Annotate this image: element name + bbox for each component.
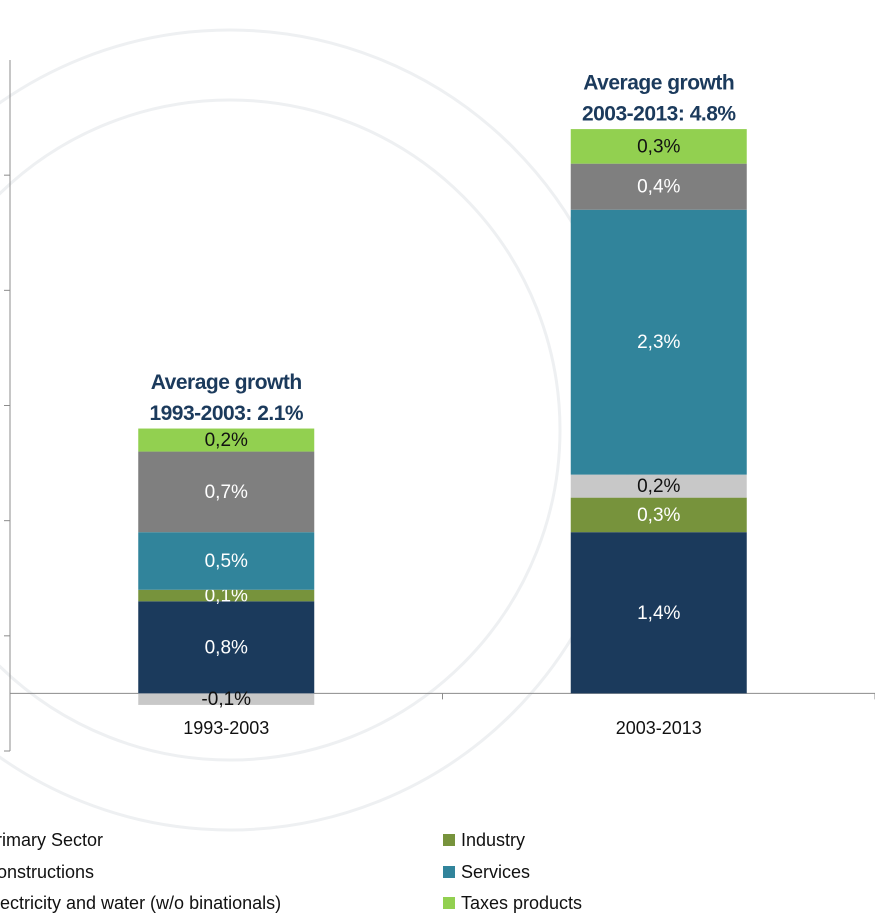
annotation: 1993-2003: 2.1% [149,402,303,425]
data-label: 2,3% [637,332,680,353]
bar-segment [138,451,315,533]
legend-swatch [443,897,455,909]
legend-label: Primary Sector [0,830,103,850]
legend-label: Industry [461,830,525,850]
bar-segment [138,532,315,590]
legend-swatch [443,834,455,846]
x-tick-label: 2003-2013 [616,718,702,738]
watermark [0,28,632,832]
data-label: 1,4% [637,603,680,624]
legend-swatch [443,866,455,878]
watermark-ring [0,28,632,832]
annotation: Average growth [583,72,734,95]
data-label: 0,2% [637,476,680,497]
bar-segment [570,532,747,694]
legend-label: Constructions [0,862,94,882]
watermark-ring [0,98,562,762]
bar-segment [138,693,315,705]
bar-segment [570,497,747,533]
legend-label: Services [461,862,530,882]
data-label: 0,4% [637,177,680,198]
data-label: 0,1% [205,586,248,607]
bar-segment [138,589,315,602]
data-label: 0,2% [205,430,248,451]
bar-segment [570,163,747,210]
bar-segment [138,428,315,452]
x-tick-label: 1993-2003 [183,718,269,738]
data-label: 0,3% [637,136,680,157]
legend-label: Taxes products [461,893,582,913]
data-label: -0,1% [201,689,251,710]
annotation: Average growth [151,371,302,394]
bar-segment [138,601,315,694]
legend-label: Electricity and water (w/o binationals) [0,893,281,913]
data-label: 0,8% [205,637,248,658]
bar-segment [570,129,747,164]
bar-segment [570,474,747,498]
data-label: 0,3% [637,505,680,526]
data-label: 0,5% [205,551,248,572]
bar-segment [570,209,747,475]
annotation: 2003-2013: 4.8% [582,103,736,126]
data-label: 0,7% [205,482,248,503]
